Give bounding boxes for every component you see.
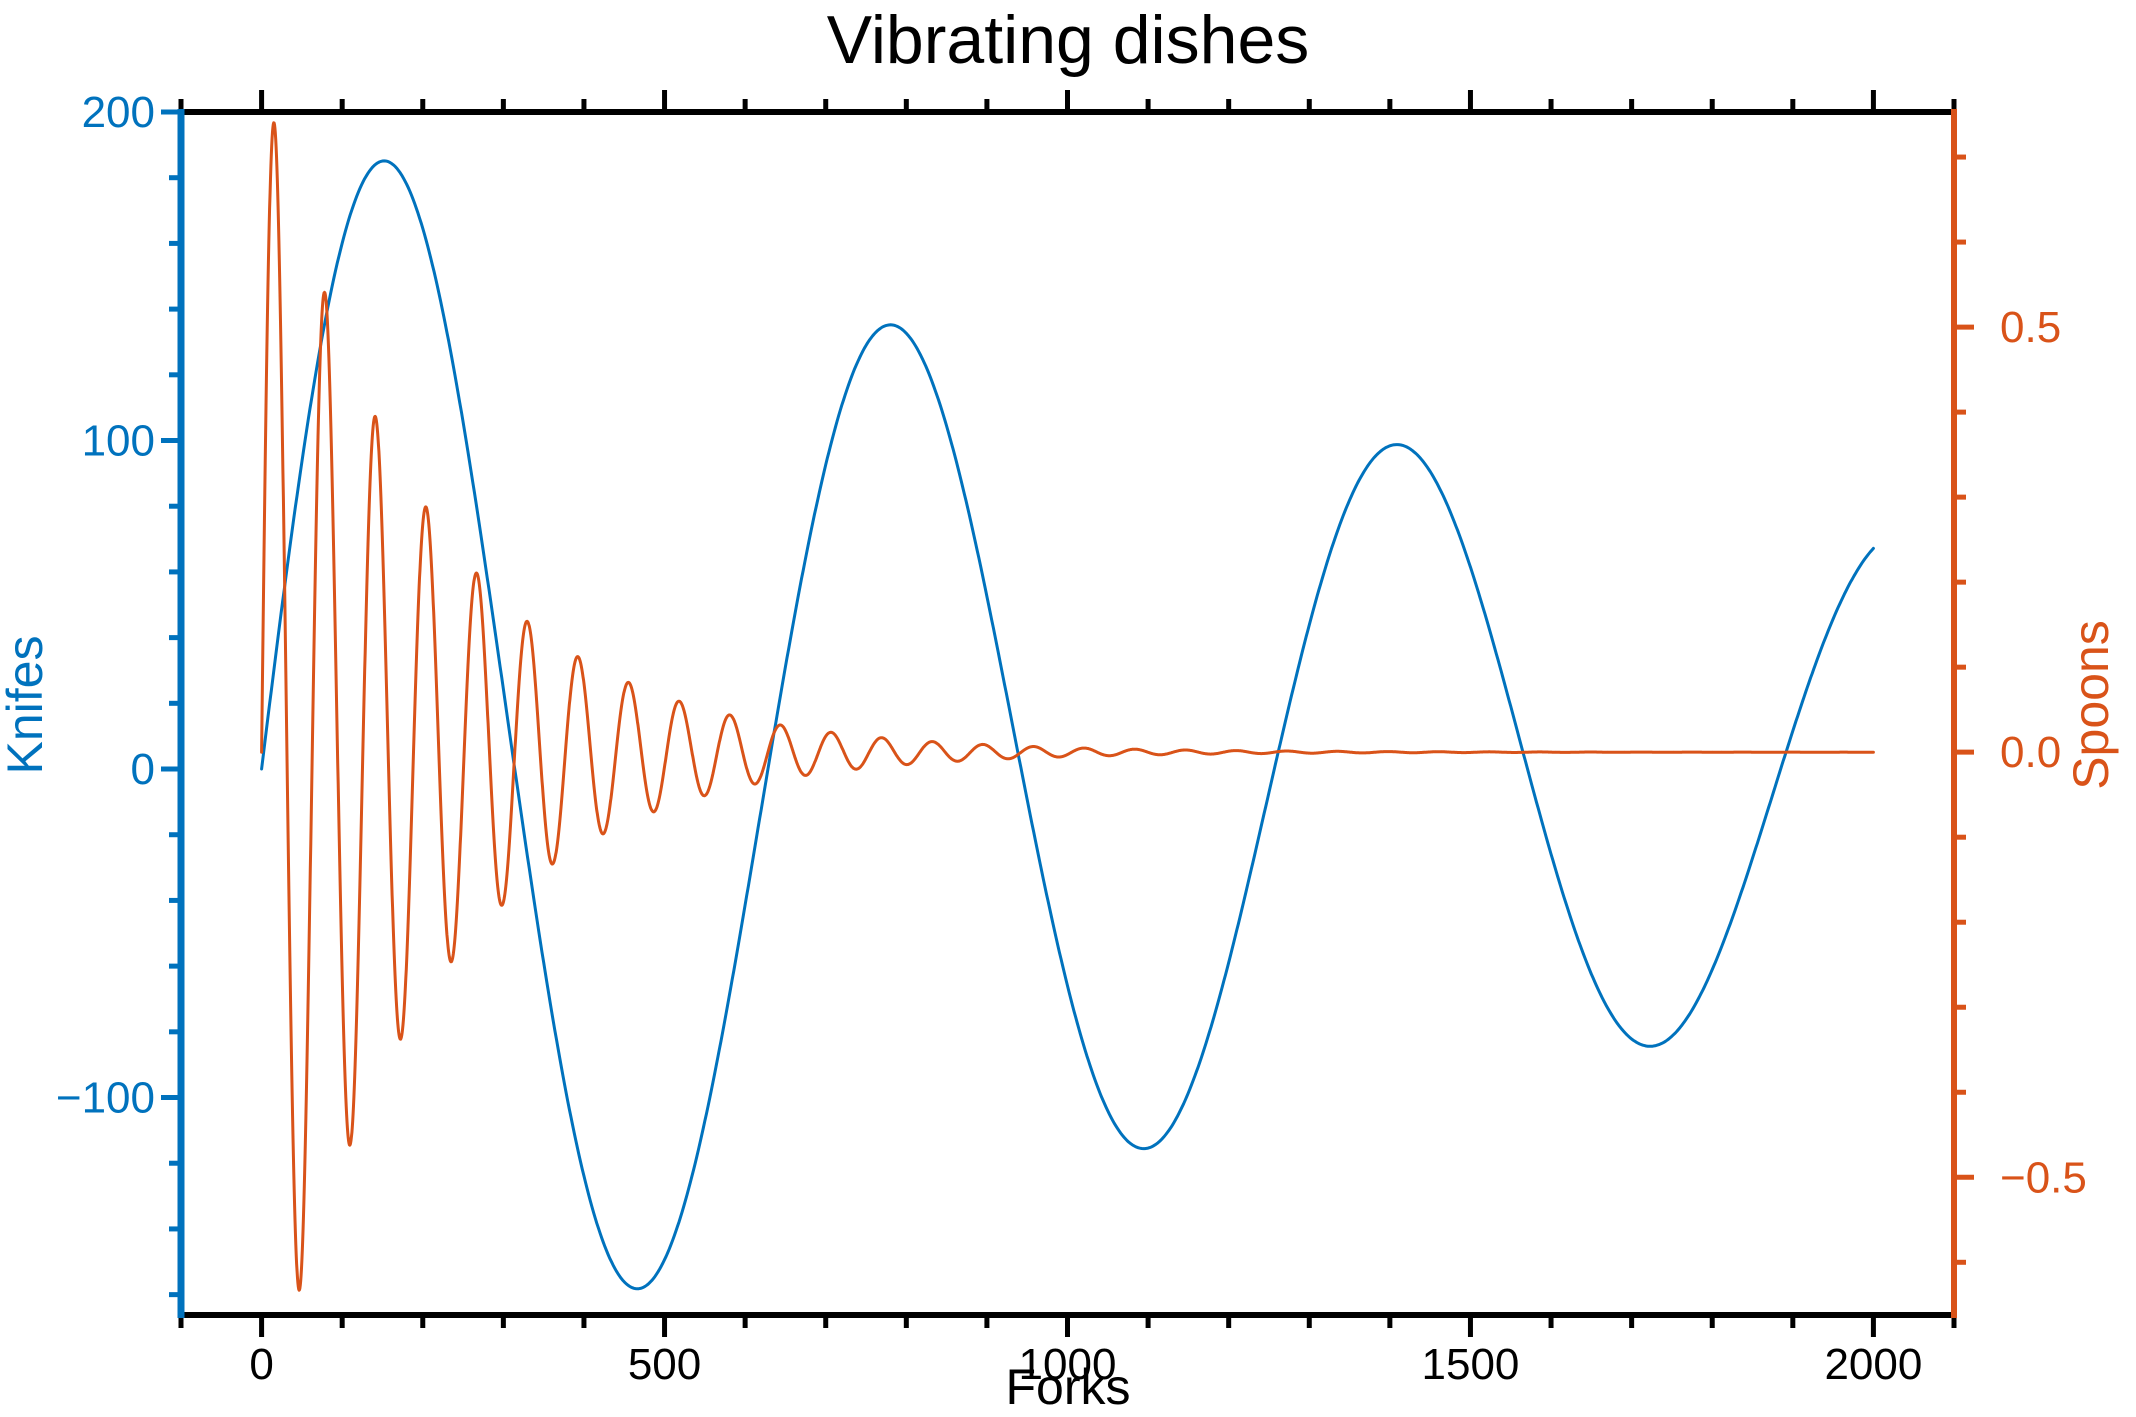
y-left-tick-label: 100: [82, 417, 155, 466]
top-axis: [177, 90, 1957, 115]
series-line-knifes: [260, 159, 1875, 1291]
x-axis-label: Forks: [1006, 1359, 1131, 1415]
y-axis-left-label: Knifes: [0, 636, 53, 775]
x-tick-label: 1000: [1019, 1340, 1117, 1389]
y-axis-left: 200 100 0 −100: [56, 88, 185, 1318]
x-axis: 0 500 1000 1500 2000: [177, 1312, 1957, 1389]
y-right-tick-label: 0.0: [2000, 728, 2061, 777]
y-left-tick-label: −100: [56, 1074, 155, 1123]
y-right-tick-label: −0.5: [2000, 1153, 2087, 1202]
x-tick-label: 1500: [1422, 1340, 1520, 1389]
y-axis-right-label: Spoons: [2063, 620, 2119, 790]
y-right-tick-label: 0.5: [2000, 303, 2061, 352]
x-tick-label: 0: [249, 1340, 273, 1389]
chart-title: Vibrating dishes: [827, 2, 1310, 78]
y-left-tick-label: 0: [131, 745, 155, 794]
series-spoons: [260, 121, 1875, 1292]
x-tick-label: 500: [628, 1340, 701, 1389]
series-line-spoons: [260, 121, 1875, 1292]
series-knifes: [260, 159, 1875, 1291]
y-axis-right: 0.5 0.0 −0.5: [1951, 109, 2087, 1318]
y-left-tick-label: 200: [82, 88, 155, 137]
x-tick-label: 2000: [1824, 1340, 1922, 1389]
